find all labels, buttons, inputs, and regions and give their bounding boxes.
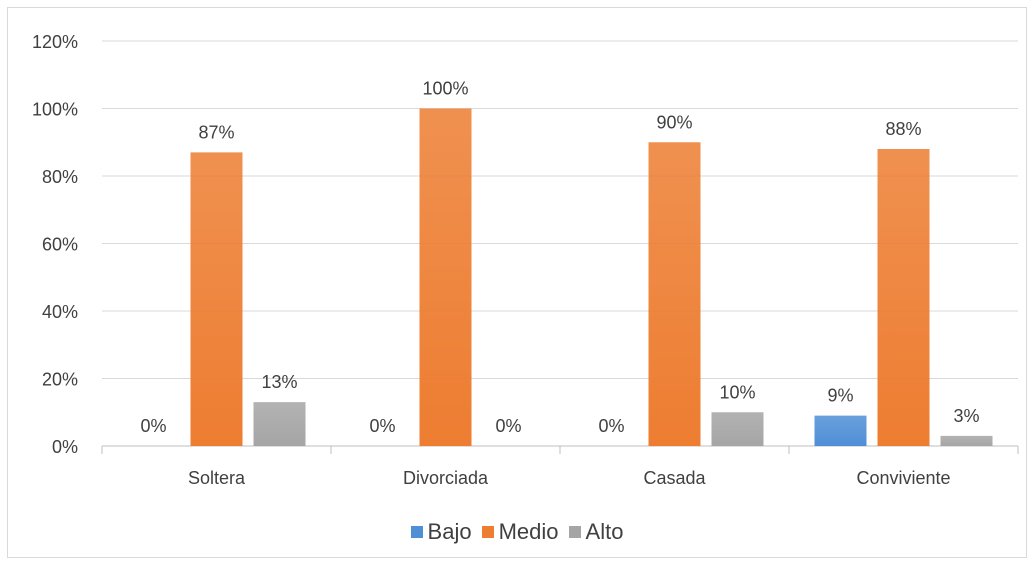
bar-alto-conviviente[interactable] <box>940 435 993 446</box>
bars <box>190 108 993 447</box>
bar-medio-casada[interactable] <box>648 142 701 446</box>
gridlines <box>102 40 1018 379</box>
bar-medio-divorciada[interactable] <box>419 108 472 447</box>
x-tick-label: Soltera <box>188 468 246 488</box>
y-tick-label: 60% <box>42 235 78 255</box>
data-label: 3% <box>953 406 979 426</box>
legend-item-medio[interactable]: Medio <box>481 519 559 545</box>
bar-medio-conviviente[interactable] <box>877 149 930 446</box>
bar-alto-soltera[interactable] <box>253 402 306 446</box>
y-tick-label: 40% <box>42 302 78 322</box>
y-axis-labels: 0% 20% 40% 60% 80% 100% 120% <box>32 32 78 457</box>
y-tick-label: 120% <box>32 32 78 52</box>
data-label: 100% <box>422 79 468 99</box>
legend-label-medio: Medio <box>498 519 559 544</box>
data-labels: 0% 87% 13% 0% 100% 0% 0% 90% 10% 9% 88% 3% <box>140 79 979 437</box>
bar-bajo-conviviente[interactable] <box>814 415 867 446</box>
data-label: 87% <box>198 122 234 142</box>
chart-frame <box>7 7 1027 558</box>
legend-swatch-medio <box>481 526 494 538</box>
bar-medio-soltera[interactable] <box>190 152 243 446</box>
y-tick-label: 100% <box>32 100 78 120</box>
x-axis-labels: Soltera Divorciada Casada Conviviente <box>188 468 951 488</box>
bar-alto-casada[interactable] <box>711 412 764 446</box>
x-tick-label: Casada <box>643 468 706 488</box>
y-tick-label: 0% <box>52 437 78 457</box>
data-label: 10% <box>719 382 755 402</box>
data-label: 0% <box>598 416 624 436</box>
data-label: 0% <box>140 416 166 436</box>
x-tick-label: Divorciada <box>403 468 489 488</box>
legend-swatch-bajo <box>410 526 423 538</box>
legend-swatch-alto <box>568 526 581 538</box>
data-label: 0% <box>369 416 395 436</box>
data-label: 88% <box>885 119 921 139</box>
y-tick-label: 20% <box>42 370 78 390</box>
y-tick-label: 80% <box>42 167 78 187</box>
data-label: 90% <box>656 112 692 132</box>
legend: Bajo Medio Alto <box>0 519 1034 545</box>
data-label: 9% <box>827 386 853 406</box>
legend-item-bajo[interactable]: Bajo <box>410 519 472 545</box>
legend-item-alto[interactable]: Alto <box>568 519 624 545</box>
x-tick-label: Conviviente <box>856 468 950 488</box>
data-label: 13% <box>261 372 297 392</box>
legend-label-alto: Alto <box>585 519 624 544</box>
x-axis <box>101 445 1019 454</box>
data-label: 0% <box>495 416 521 436</box>
legend-label-bajo: Bajo <box>427 519 472 544</box>
